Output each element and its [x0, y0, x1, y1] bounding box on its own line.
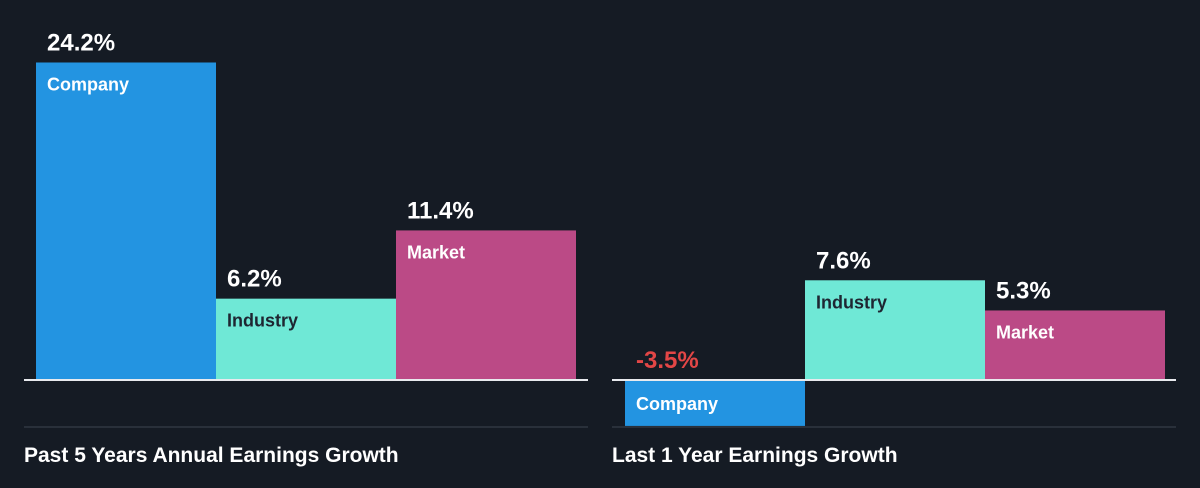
past-5-years-bar-industry	[216, 298, 396, 380]
last-1-year-bar-label-company: Company	[636, 394, 718, 414]
last-1-year-bar-label-industry: Industry	[816, 292, 887, 312]
past-5-years-title: Past 5 Years Annual Earnings Growth	[24, 444, 399, 467]
past-5-years-bar-company	[36, 62, 216, 380]
last-1-year-bar-market	[985, 310, 1165, 380]
past-5-years-value-company: 24.2%	[47, 29, 115, 56]
past-5-years-bar-label-market: Market	[407, 242, 465, 262]
last-1-year-bar-label-market: Market	[996, 322, 1054, 342]
last-1-year-bar-company	[625, 380, 805, 426]
past-5-years-bar-market	[396, 230, 576, 380]
past-5-years-value-industry: 6.2%	[227, 266, 282, 293]
past-5-years-value-market: 11.4%	[407, 197, 474, 224]
past-5-years-bar-label-company: Company	[47, 74, 129, 94]
last-1-year-value-company: -3.5%	[636, 347, 699, 374]
last-1-year-value-market: 5.3%	[996, 277, 1051, 304]
last-1-year-value-industry: 7.6%	[816, 247, 871, 274]
past-5-years-bar-label-industry: Industry	[227, 311, 298, 331]
last-1-year-bar-industry	[805, 280, 985, 380]
last-1-year-title: Last 1 Year Earnings Growth	[612, 444, 898, 467]
